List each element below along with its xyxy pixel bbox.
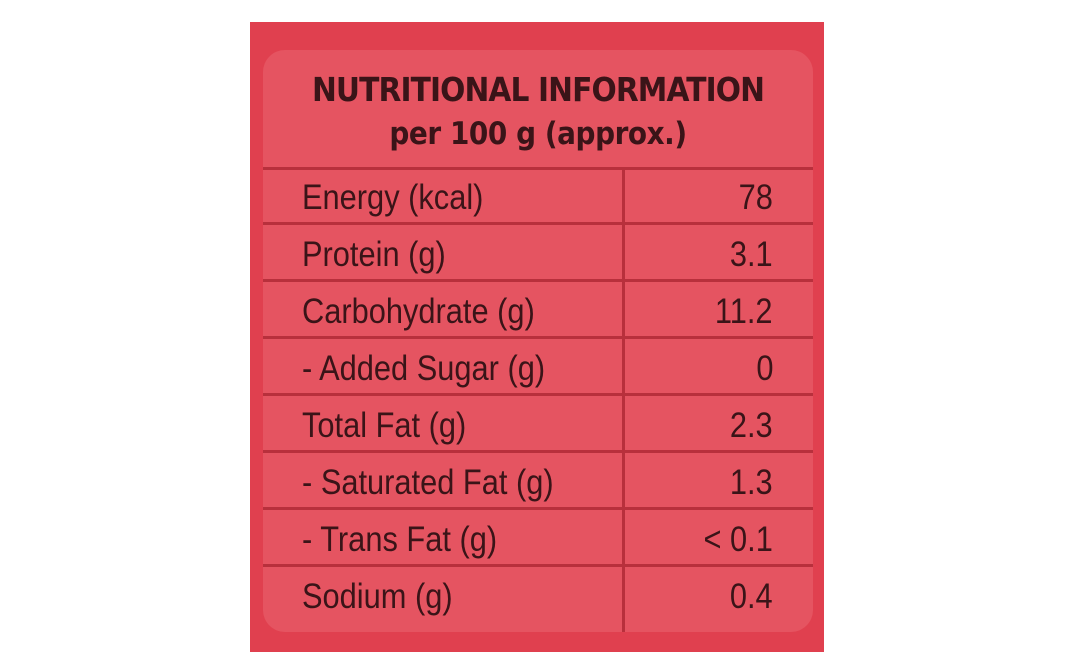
table-row-carbohydrate: Carbohydrate (g) 11.2 xyxy=(263,284,813,339)
table-row-added-sugar: - Added Sugar (g) 0 xyxy=(263,341,813,396)
row-value: 0 xyxy=(755,349,773,388)
table-row-energy: Energy (kcal) 78 xyxy=(263,170,813,225)
row-label: Sodium (g) xyxy=(302,577,453,616)
row-label: Energy (kcal) xyxy=(302,178,484,217)
nutrition-label-inner: NUTRITIONAL INFORMATION per 100 g (appro… xyxy=(263,50,813,632)
nutrition-table: Energy (kcal) 78 Protein (g) 3.1 Carbohy… xyxy=(263,167,813,632)
row-value: 11.2 xyxy=(715,292,773,331)
row-value: 1.3 xyxy=(730,463,773,502)
nutrition-label: NUTRITIONAL INFORMATION per 100 g (appro… xyxy=(250,22,824,652)
row-label: Total Fat (g) xyxy=(302,406,467,445)
column-divider xyxy=(622,170,625,632)
row-label: Protein (g) xyxy=(302,235,446,274)
row-value: 2.3 xyxy=(730,406,773,445)
row-value: 3.1 xyxy=(730,235,773,274)
row-value: 0.4 xyxy=(730,577,773,616)
nutrition-header: NUTRITIONAL INFORMATION per 100 g (appro… xyxy=(263,50,813,167)
row-label: - Trans Fat (g) xyxy=(302,520,498,559)
row-value: < 0.1 xyxy=(703,520,773,559)
table-row-saturated-fat: - Saturated Fat (g) 1.3 xyxy=(263,455,813,510)
row-label: - Saturated Fat (g) xyxy=(302,463,554,502)
nutrition-subtitle: per 100 g (approx.) xyxy=(389,116,687,152)
table-row-trans-fat: - Trans Fat (g) < 0.1 xyxy=(263,512,813,567)
table-row-sodium: Sodium (g) 0.4 xyxy=(263,569,813,624)
nutrition-title: NUTRITIONAL INFORMATION xyxy=(311,70,765,109)
row-label: Carbohydrate (g) xyxy=(302,292,535,331)
row-value: 78 xyxy=(738,178,773,217)
row-label: - Added Sugar (g) xyxy=(302,349,546,388)
table-row-protein: Protein (g) 3.1 xyxy=(263,227,813,282)
table-row-total-fat: Total Fat (g) 2.3 xyxy=(263,398,813,453)
